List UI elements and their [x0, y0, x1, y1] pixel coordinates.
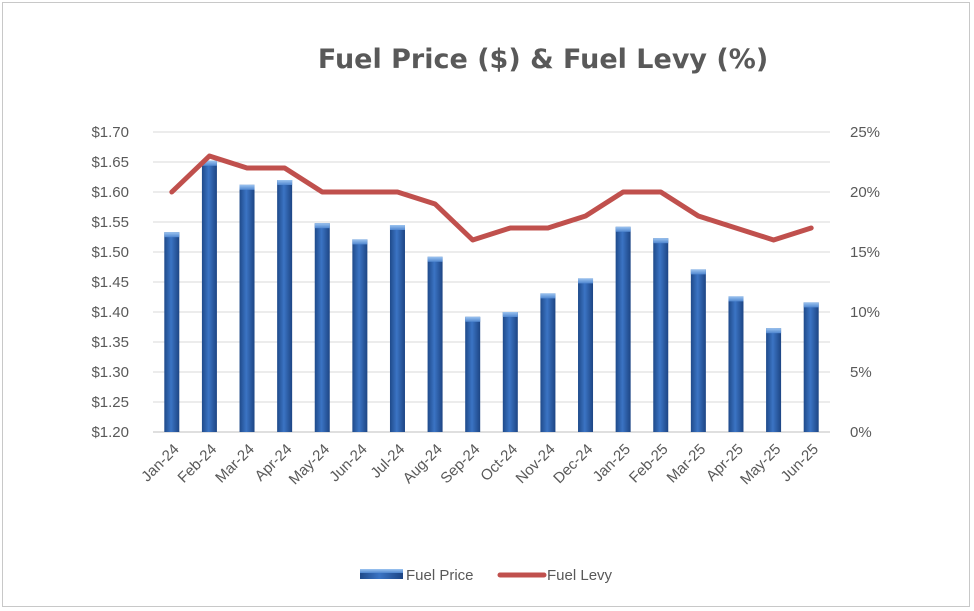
bar [277, 180, 293, 432]
bar-cap [164, 232, 180, 238]
bar-cap [578, 278, 594, 284]
bar-cap [314, 223, 330, 229]
bar [465, 316, 481, 432]
x-tick-label: Jan-25 [590, 441, 634, 485]
bar-cap [427, 256, 443, 262]
legend-label-fuel-price: Fuel Price [406, 567, 474, 584]
y-left-tick-label: $1.45 [91, 274, 129, 291]
bar-series [164, 160, 819, 433]
bar [502, 312, 518, 432]
y-right-tick-label: 20% [850, 184, 880, 201]
bar-cap [502, 312, 518, 317]
bar [578, 278, 594, 432]
bar-cap [239, 184, 255, 190]
y-left-tick-label: $1.25 [91, 394, 129, 411]
x-tick-label: Jun-24 [326, 441, 370, 485]
x-tick-label: Feb-24 [175, 441, 221, 487]
y-left-tick-label: $1.35 [91, 334, 129, 351]
y-left-tick-label: $1.55 [91, 214, 129, 231]
y-left-tick-label: $1.30 [91, 364, 129, 381]
bar [540, 293, 556, 432]
y-left-tick-label: $1.65 [91, 154, 129, 171]
y-left-tick-label: $1.60 [91, 184, 129, 201]
legend-bar-swatch [360, 569, 403, 579]
bar [389, 225, 405, 432]
y-left-tick-label: $1.40 [91, 304, 129, 321]
y-right-tick-label: 10% [850, 304, 880, 321]
bar [427, 256, 443, 432]
y-right-tick-label: 5% [850, 364, 872, 381]
bar-cap [389, 225, 405, 230]
bar-cap [465, 316, 481, 322]
y-axis-right: 0% 5% 10% 15% 20% 25% [850, 124, 880, 441]
bar [615, 226, 631, 432]
bar [352, 239, 368, 432]
x-tick-label: Mar-24 [212, 441, 258, 487]
y-left-tick-label: $1.50 [91, 244, 129, 261]
x-tick-label: Mar-25 [664, 441, 710, 487]
x-tick-label: Jan-24 [138, 441, 182, 485]
chart-title: Fuel Price ($) & Fuel Levy (%) [317, 44, 769, 75]
bar-cap [803, 302, 819, 308]
x-tick-label: May-24 [286, 441, 333, 488]
x-tick-label: Aug-24 [400, 441, 446, 487]
bar-cap [766, 328, 782, 334]
line-series [169, 153, 814, 243]
y-right-tick-label: 25% [850, 124, 880, 141]
bar [201, 160, 217, 433]
bar [766, 328, 782, 432]
x-tick-label: Dec-24 [550, 441, 596, 487]
legend: Fuel Price Fuel Levy [360, 567, 613, 584]
y-left-tick-label: $1.20 [91, 424, 129, 441]
y-right-tick-label: 15% [850, 244, 880, 261]
bar-cap [277, 180, 293, 185]
bar [803, 302, 819, 432]
bar-cap [352, 239, 368, 245]
y-left-tick-label: $1.70 [91, 124, 129, 141]
y-axis-left: $1.20 $1.25 $1.30 $1.35 $1.40 $1.45 $1.50 $1.55… [91, 124, 129, 441]
bar-cap [615, 226, 631, 232]
bar [164, 232, 180, 432]
bar-cap [201, 160, 217, 166]
y-right-tick-label: 0% [850, 424, 872, 441]
fuel-levy-line [169, 153, 814, 243]
gridlines [153, 131, 830, 433]
bar-cap [653, 238, 669, 244]
bar [239, 184, 255, 432]
bar [653, 238, 669, 432]
x-axis: Jan-24Feb-24Mar-24Apr-24May-24Jun-24Jul-… [138, 441, 822, 488]
bar [314, 223, 330, 432]
x-tick-label: Feb-25 [626, 441, 672, 487]
bar-cap [728, 296, 744, 302]
x-tick-label: Jun-25 [778, 441, 822, 485]
bar-cap [690, 269, 706, 275]
legend-label-fuel-levy: Fuel Levy [547, 567, 613, 584]
bar [690, 269, 706, 432]
bar [728, 296, 744, 432]
legend-bar-swatch-cap [360, 569, 403, 573]
x-tick-label: Sep-24 [437, 441, 483, 487]
x-tick-label: May-25 [737, 441, 784, 488]
x-tick-label: Nov-24 [513, 441, 559, 487]
bar-cap [540, 293, 556, 299]
